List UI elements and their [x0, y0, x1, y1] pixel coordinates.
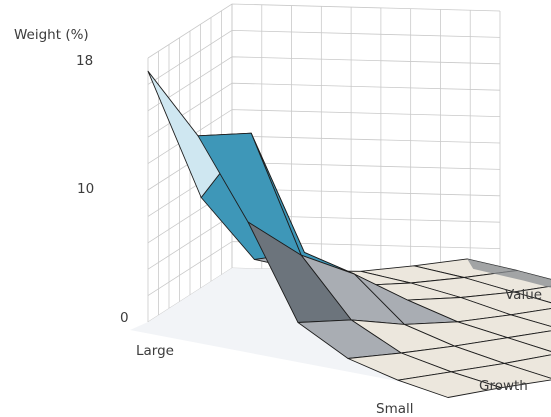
size-axis-end-label: Small: [376, 401, 414, 417]
z-tick-label-max: 18: [76, 53, 93, 69]
grid-line: [147, 241, 501, 296]
style-axis-start-label: Value: [505, 287, 542, 303]
z-axis-label: Weight (%): [14, 27, 89, 43]
grid-line: [147, 29, 501, 85]
surface-side-skirt: [467, 258, 551, 288]
surface-layer: [147, 70, 551, 398]
z-tick-label-min: 0: [120, 310, 129, 326]
grid-line: [147, 56, 501, 112]
size-axis-start-label: Large: [136, 343, 174, 359]
surface-cell: [397, 371, 502, 398]
grid-line: [147, 3, 501, 59]
z-tick-label-mid: 10: [77, 181, 94, 197]
style-axis-end-label: Growth: [479, 378, 528, 394]
grid-line: [147, 109, 501, 164]
